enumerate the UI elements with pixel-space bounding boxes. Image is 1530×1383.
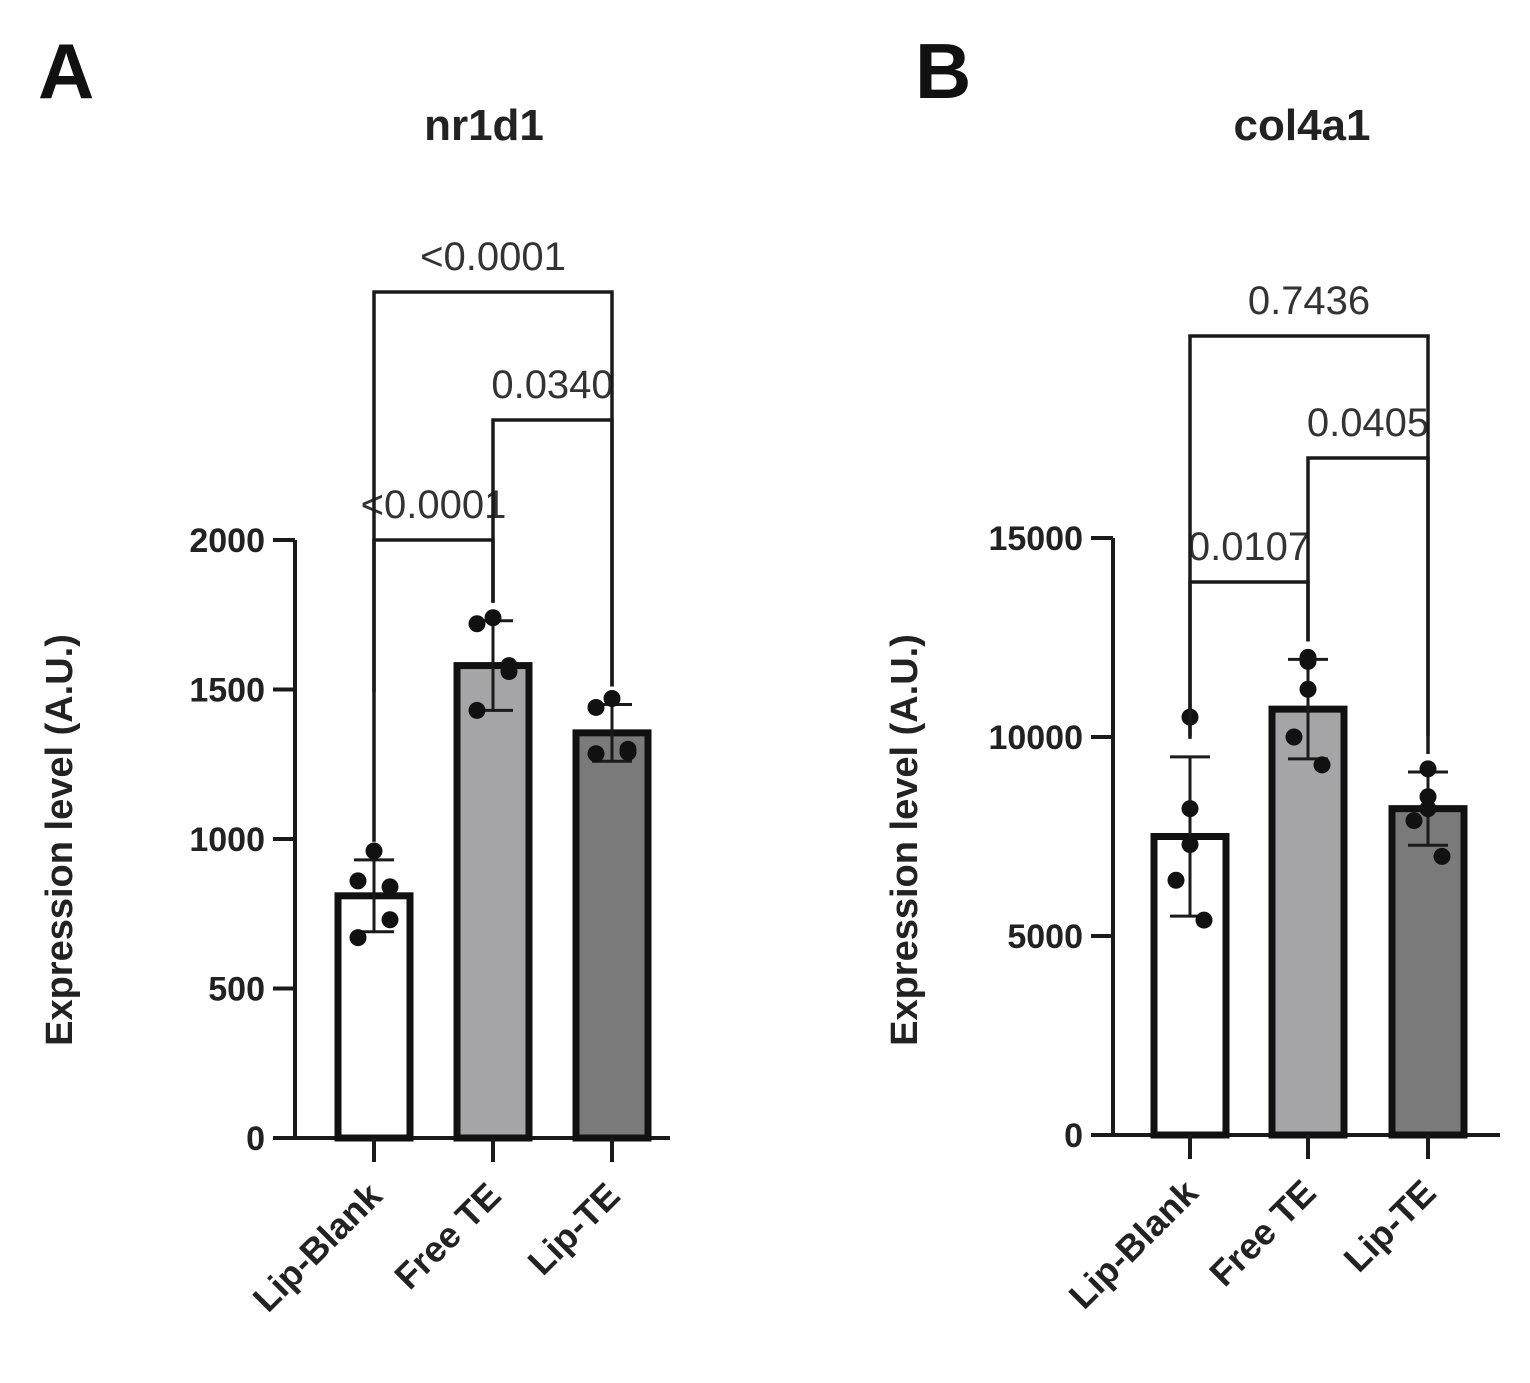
y-tick-label-b-3: 15000 xyxy=(988,520,1083,558)
bar-a-2 xyxy=(453,662,533,1142)
data-point-a-2-2 xyxy=(468,615,486,633)
data-point-a-1-4 xyxy=(381,911,399,929)
category-label-b-1: Lip-Blank xyxy=(1061,1171,1207,1317)
significance-bracket-b-3 xyxy=(1188,334,1430,736)
data-point-a-1-5 xyxy=(349,929,367,947)
y-tick-label-a-0: 0 xyxy=(246,1120,265,1158)
y-axis-label-a: Expression level (A.U.) xyxy=(39,634,81,1046)
panel-letter-a: A xyxy=(38,27,94,115)
bar-b-3 xyxy=(1388,805,1468,1139)
y-tick-label-b-1: 5000 xyxy=(1007,918,1083,956)
p-value-label-b-2: 0.0405 xyxy=(1307,401,1429,445)
data-point-a-1-2 xyxy=(349,872,367,890)
data-point-a-3-5 xyxy=(587,745,605,763)
data-point-a-2-4 xyxy=(500,663,518,681)
y-axis-label-b: Expression level (A.U.) xyxy=(884,634,926,1046)
data-point-a-3-1 xyxy=(603,689,621,707)
data-point-b-2-3 xyxy=(1299,680,1317,698)
p-value-label-a-1: <0.0001 xyxy=(361,483,507,527)
p-value-label-b-1: 0.0107 xyxy=(1188,525,1310,569)
chart-title-a: nr1d1 xyxy=(424,101,544,150)
category-label-a-2: Free TE xyxy=(386,1175,508,1297)
y-tick-label-a-3: 1500 xyxy=(189,672,265,710)
data-point-b-3-2 xyxy=(1419,788,1437,806)
data-point-b-3-5 xyxy=(1433,847,1451,865)
p-value-label-a-2: 0.0340 xyxy=(491,363,613,407)
bar-a-3 xyxy=(572,729,652,1142)
significance-bracket-a-2 xyxy=(491,418,614,687)
data-point-b-3-1 xyxy=(1419,760,1437,778)
data-point-a-2-5 xyxy=(468,701,486,719)
data-point-b-2-4 xyxy=(1285,728,1303,746)
data-point-a-1-3 xyxy=(381,878,399,896)
panel-letter-b: B xyxy=(915,27,971,115)
data-point-b-1-2 xyxy=(1181,800,1199,818)
data-point-a-1-1 xyxy=(365,842,383,860)
category-label-b-3: Lip-TE xyxy=(1335,1172,1443,1280)
y-tick-label-a-4: 2000 xyxy=(189,522,265,560)
y-tick-label-a-2: 1000 xyxy=(189,821,265,859)
bar-b-2 xyxy=(1268,705,1348,1139)
data-point-a-3-2 xyxy=(587,698,605,716)
data-point-b-1-5 xyxy=(1195,911,1213,929)
data-point-b-3-4 xyxy=(1405,812,1423,830)
p-value-label-a-3: <0.0001 xyxy=(420,235,566,279)
significance-bracket-a-3 xyxy=(372,290,614,692)
data-point-a-3-4 xyxy=(619,743,637,761)
y-tick-label-b-0: 0 xyxy=(1064,1117,1083,1155)
category-label-b-2: Free TE xyxy=(1201,1172,1323,1294)
data-point-a-2-1 xyxy=(484,609,502,627)
y-tick-label-b-2: 10000 xyxy=(988,719,1083,757)
category-label-a-1: Lip-Blank xyxy=(245,1174,391,1320)
data-point-b-2-2 xyxy=(1299,652,1317,670)
p-value-label-b-3: 0.7436 xyxy=(1248,279,1370,323)
y-tick-label-a-1: 500 xyxy=(208,971,265,1009)
category-label-a-3: Lip-TE xyxy=(519,1175,627,1283)
data-point-b-2-5 xyxy=(1313,756,1331,774)
data-point-b-1-3 xyxy=(1181,835,1199,853)
data-point-b-1-4 xyxy=(1167,871,1185,889)
data-point-b-3-3 xyxy=(1419,800,1437,818)
chart-title-b: col4a1 xyxy=(1234,101,1371,150)
